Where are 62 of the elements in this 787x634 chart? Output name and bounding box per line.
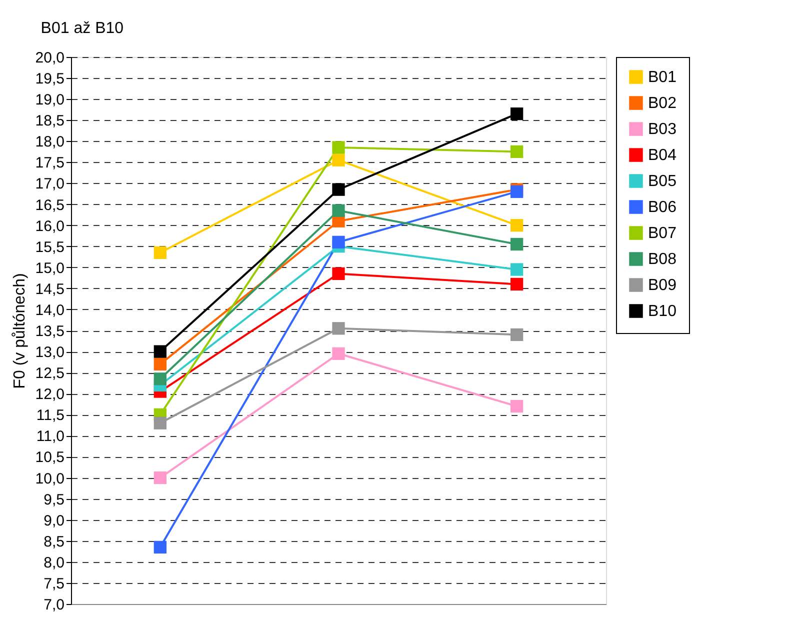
y-tick-label: 18,0 bbox=[35, 134, 64, 151]
y-tick-label: 8,5 bbox=[44, 533, 64, 550]
point bbox=[332, 183, 345, 196]
point bbox=[332, 322, 345, 335]
point bbox=[510, 278, 524, 291]
point bbox=[154, 246, 166, 259]
y-tick-label: 9,5 bbox=[44, 491, 64, 508]
point bbox=[154, 372, 166, 386]
y-tick-label: 15,0 bbox=[35, 260, 64, 277]
legend-label: B05 bbox=[648, 173, 677, 190]
legend-label: B10 bbox=[648, 303, 677, 320]
legend-label: B08 bbox=[648, 251, 677, 268]
point bbox=[332, 267, 345, 280]
point bbox=[510, 145, 524, 158]
point bbox=[510, 238, 524, 251]
y-tick-label: 18,5 bbox=[35, 112, 64, 130]
legend-label: B07 bbox=[648, 225, 677, 242]
y-tick-label: 19,5 bbox=[35, 70, 64, 88]
y-tick-label: 15,5 bbox=[35, 238, 64, 256]
legend-label: B03 bbox=[648, 121, 677, 138]
y-tick-label: 17,5 bbox=[35, 154, 64, 172]
legend-label: B09 bbox=[648, 277, 677, 294]
y-tick-label: 8,0 bbox=[44, 554, 64, 572]
point bbox=[510, 328, 524, 342]
y-tick-label: 11,5 bbox=[36, 407, 64, 424]
y-axis-title: F0 (v půltónech) bbox=[11, 273, 28, 389]
point bbox=[154, 416, 166, 430]
point bbox=[332, 154, 345, 166]
y-tick-label: 14,0 bbox=[35, 302, 64, 319]
y-tick-label: 20,0 bbox=[35, 50, 64, 66]
legend-label: B01 bbox=[648, 69, 677, 86]
point bbox=[154, 471, 166, 484]
point bbox=[332, 204, 345, 217]
y-tick-label: 9,0 bbox=[44, 512, 64, 530]
y-tick-label: 13,5 bbox=[35, 323, 64, 340]
point bbox=[154, 345, 166, 358]
y-tick-label: 10,0 bbox=[35, 470, 64, 488]
point bbox=[154, 358, 166, 370]
y-tick-label: 14,5 bbox=[35, 280, 64, 298]
point bbox=[510, 400, 524, 413]
legend-label: B02 bbox=[648, 95, 677, 112]
point bbox=[510, 107, 524, 120]
y-tick-label: 7,0 bbox=[44, 596, 64, 614]
y-tick-label: 19,0 bbox=[35, 92, 64, 109]
legend-label: B04 bbox=[648, 147, 677, 164]
chart-title: B01 až B10 bbox=[40, 20, 124, 37]
y-tick-label: 16,0 bbox=[35, 218, 64, 235]
point bbox=[510, 263, 524, 276]
y-tick-label: 12,5 bbox=[35, 365, 64, 382]
y-tick-label: 13,0 bbox=[35, 344, 64, 362]
point bbox=[510, 218, 524, 232]
point bbox=[332, 236, 345, 248]
y-tick-label: 11,0 bbox=[36, 428, 64, 446]
point bbox=[332, 347, 345, 360]
legend-label: B06 bbox=[648, 199, 677, 216]
point bbox=[154, 540, 166, 554]
point bbox=[332, 141, 345, 154]
y-tick-label: 17,0 bbox=[35, 176, 64, 193]
y-tick-label: 12,0 bbox=[35, 386, 64, 404]
y-tick-label: 16,5 bbox=[35, 196, 64, 214]
y-tick-label: 7,5 bbox=[44, 575, 64, 592]
y-tick-label: 10,5 bbox=[35, 449, 64, 466]
